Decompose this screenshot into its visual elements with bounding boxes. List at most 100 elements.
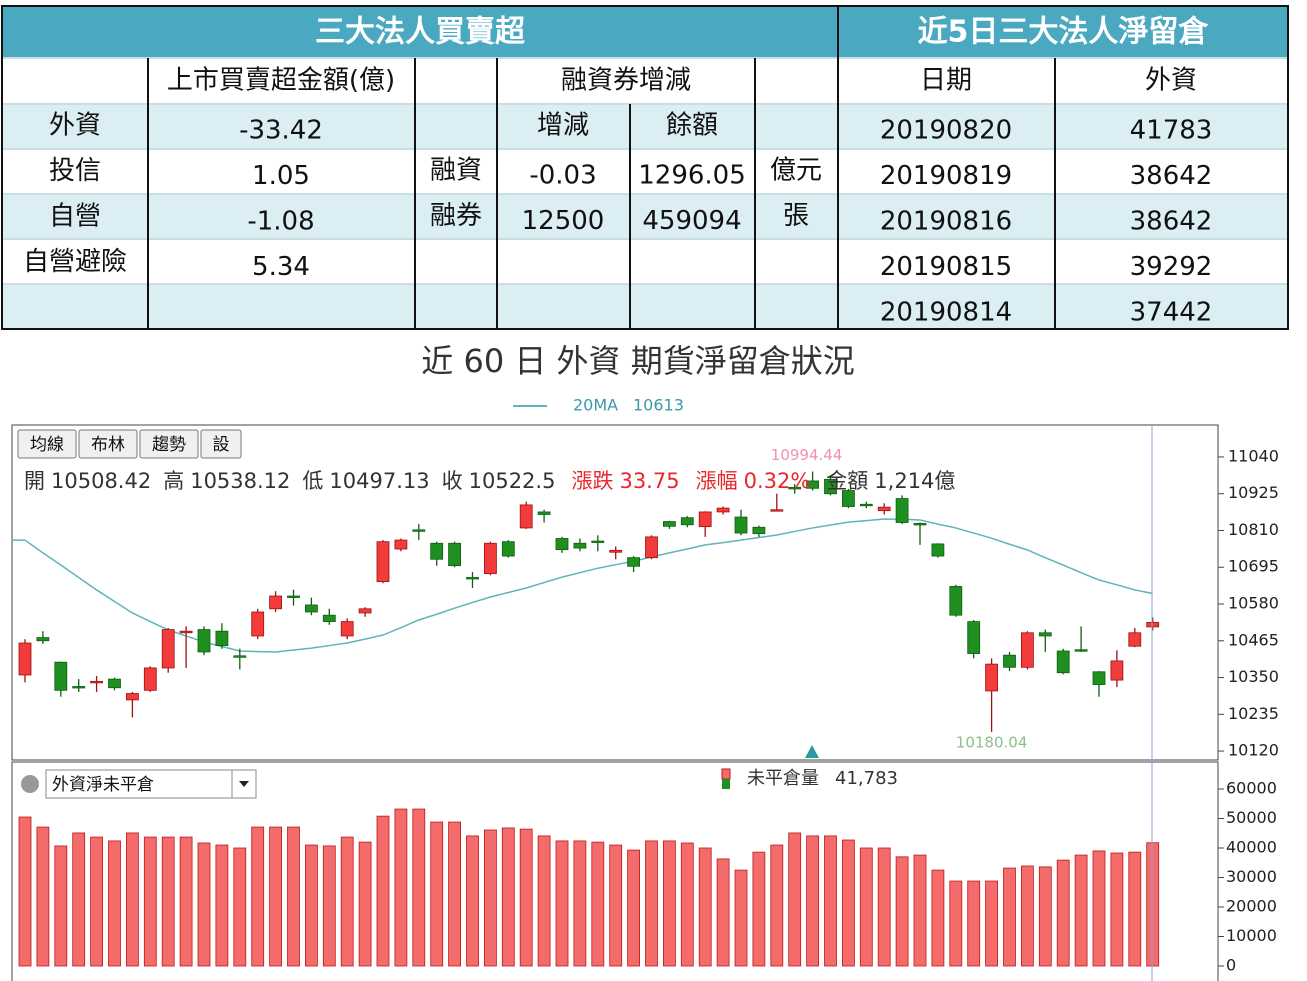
price-panel xyxy=(11,424,1219,761)
y-tick-label: 10235 xyxy=(1228,704,1279,723)
candle-body xyxy=(466,577,479,580)
bar xyxy=(913,854,927,967)
bar xyxy=(126,832,139,967)
candle-body xyxy=(161,629,175,669)
candle-body xyxy=(251,611,265,637)
column-header: 增減 xyxy=(537,111,589,141)
toolbar-button[interactable] xyxy=(139,429,199,459)
bar xyxy=(376,815,390,967)
candle-body xyxy=(412,529,426,532)
legend-swatch-top xyxy=(721,768,731,780)
bar xyxy=(734,869,748,967)
margin-change: 12500 xyxy=(522,206,605,236)
y-tick-label: 10350 xyxy=(1228,667,1279,686)
y-tick-label: 40000 xyxy=(1226,837,1277,856)
position-value: 38642 xyxy=(1130,207,1213,237)
bar xyxy=(877,847,891,967)
positions-title: 近5日三大法人淨留倉 xyxy=(918,15,1210,50)
candle-body xyxy=(1074,649,1088,652)
bar xyxy=(680,842,694,967)
candle-body xyxy=(376,541,390,583)
candle-body xyxy=(304,604,318,613)
margin-unit: 張 xyxy=(783,201,809,231)
info-item: 10508.42 xyxy=(51,469,151,493)
margin-balance: 1296.05 xyxy=(638,161,746,191)
info-item: 金額 xyxy=(826,469,868,493)
bar xyxy=(215,844,229,967)
selector-box[interactable] xyxy=(45,769,257,799)
bar xyxy=(54,845,68,967)
high-annotation: 10994.44 xyxy=(771,446,843,464)
marker xyxy=(805,745,819,758)
candle-body xyxy=(591,540,605,543)
position-value: 41783 xyxy=(1130,116,1213,146)
institution-name: 自營 xyxy=(49,202,101,232)
candle-body xyxy=(609,549,623,553)
candle-body xyxy=(931,543,945,557)
candle-body xyxy=(54,661,68,691)
table-row xyxy=(2,104,1288,149)
bar xyxy=(18,816,32,967)
bar xyxy=(358,841,372,967)
bar xyxy=(1021,865,1034,967)
table-border xyxy=(1,5,1289,330)
margin-name: 融券 xyxy=(430,201,482,231)
bar xyxy=(663,840,676,967)
bar xyxy=(179,836,193,967)
toolbar-button[interactable] xyxy=(17,429,77,459)
candle-body xyxy=(770,509,784,512)
info-item: 漲跌 xyxy=(571,469,613,493)
candle-body xyxy=(788,486,802,490)
candle-body xyxy=(448,542,462,567)
close-icon[interactable] xyxy=(21,775,39,793)
selector-arrow[interactable] xyxy=(239,781,249,787)
bar xyxy=(788,832,802,967)
institution-value: -1.08 xyxy=(247,207,314,237)
candle-body xyxy=(1092,671,1106,685)
bar xyxy=(627,849,640,967)
candle-body xyxy=(358,608,372,614)
candle-body xyxy=(340,621,354,637)
candle-body xyxy=(519,504,533,529)
bar xyxy=(716,858,730,967)
bar xyxy=(985,880,998,967)
charts: 11040 10925 10810 10695 10580 10465 10350 10235… xyxy=(11,396,1279,981)
margin-unit: 億元 xyxy=(770,156,822,186)
y-tick-label: 10695 xyxy=(1228,557,1279,576)
bar xyxy=(233,847,247,967)
selector-label[interactable]: 外資淨未平倉 xyxy=(52,775,154,795)
candle-body xyxy=(72,686,86,689)
toolbar-label[interactable]: 均線 xyxy=(30,435,64,455)
table-row xyxy=(2,284,1288,329)
legend-name: 未平倉量 xyxy=(747,768,819,789)
bar xyxy=(609,844,623,967)
candle-body xyxy=(233,655,247,658)
bar xyxy=(287,826,300,967)
toolbar-label[interactable]: 布林 xyxy=(91,435,125,455)
margin-balance: 459094 xyxy=(642,206,741,236)
bar xyxy=(1146,842,1160,967)
candle-body xyxy=(913,523,927,526)
info-item: 低 xyxy=(302,469,323,493)
bar xyxy=(1128,851,1142,967)
candle-body xyxy=(1128,632,1142,647)
bar xyxy=(304,844,318,967)
bar xyxy=(752,851,766,967)
bar xyxy=(806,835,819,967)
candle-body xyxy=(108,678,121,689)
candle-body xyxy=(143,667,157,691)
bar xyxy=(931,869,945,967)
summary-header xyxy=(2,6,838,58)
toolbar-button[interactable] xyxy=(200,429,242,459)
bar xyxy=(895,856,909,967)
toolbar-button[interactable] xyxy=(78,429,138,459)
bar xyxy=(430,821,444,967)
toolbar-label[interactable]: 設 xyxy=(213,435,230,455)
column-header: 日期 xyxy=(920,66,972,96)
bar xyxy=(501,827,515,967)
candle-body xyxy=(1146,621,1160,628)
candle-body xyxy=(663,521,676,527)
toolbar-label[interactable]: 趨勢 xyxy=(152,435,186,455)
